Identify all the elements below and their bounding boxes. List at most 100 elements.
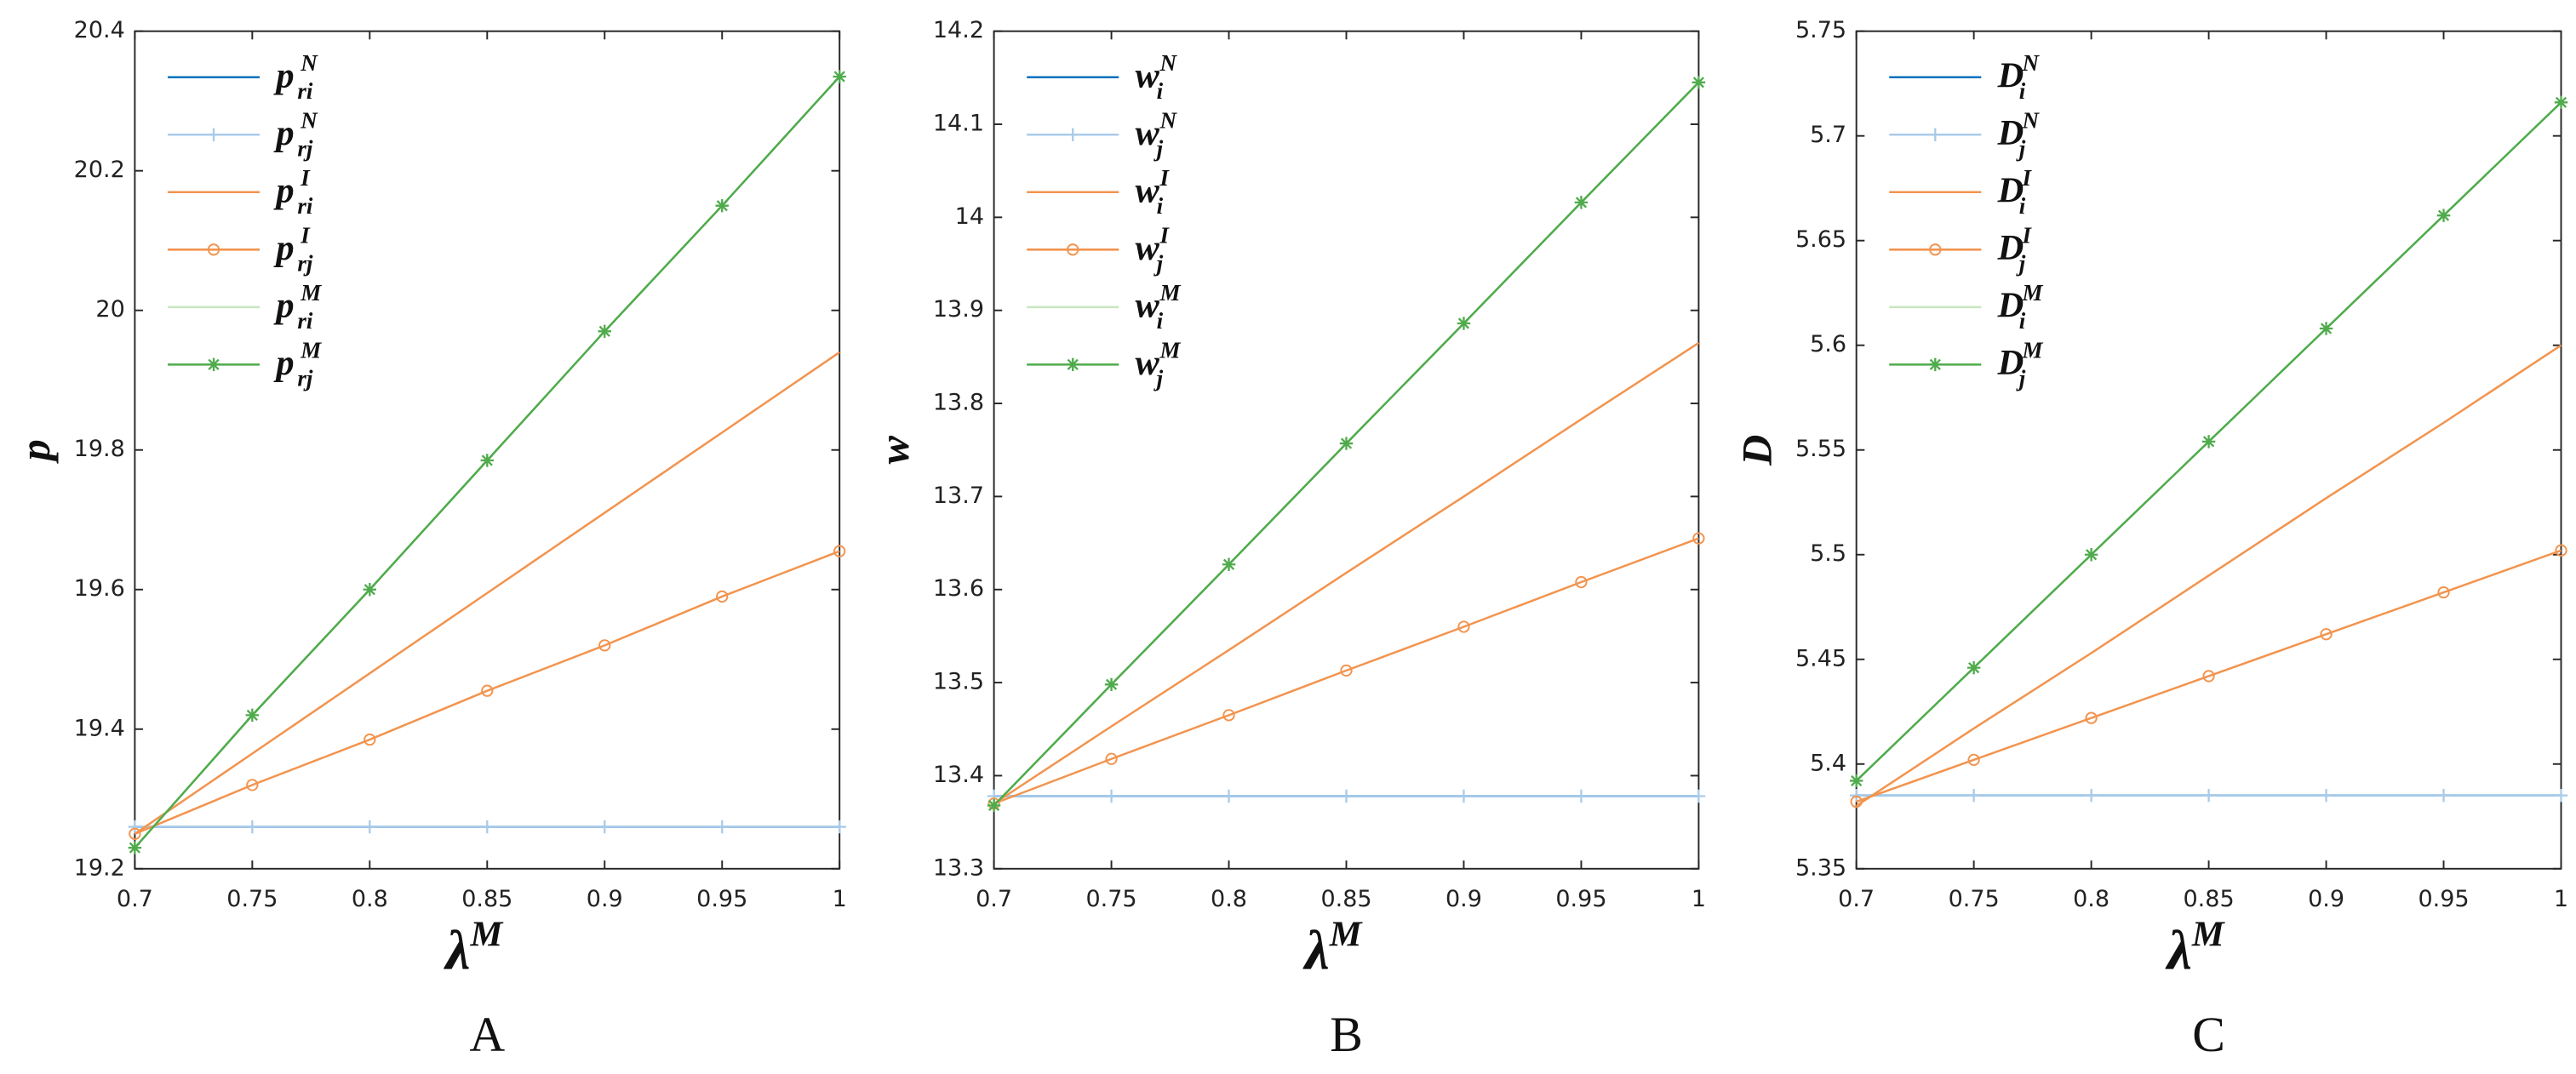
y-tick-label: 13.3 [933,854,984,881]
series [128,820,846,834]
marker [1692,789,1706,803]
x-axis-label-base: λ [2165,921,2192,982]
x-tick-label: 0.8 [352,886,388,912]
marker [2436,209,2451,222]
marker [1574,196,1589,209]
y-tick-label: 19.6 [74,575,125,602]
y-tick-label: 13.8 [933,390,984,416]
marker [1105,752,1118,765]
x-tick-label: 1 [833,886,847,912]
marker [2202,670,2215,683]
legend-sub: i [2019,193,2026,219]
y-tick-label: 14 [955,203,984,230]
plot-area [1855,30,2562,870]
legend-sub: j [1153,250,1164,276]
marker [598,820,611,834]
marker [245,820,260,834]
y-tick-label: 20 [95,296,124,323]
marker [833,70,846,83]
marker [2554,95,2568,110]
legend-sub: i [1157,308,1164,334]
marker [245,708,260,723]
marker [1967,753,1980,766]
x-tick-label: 0.9 [587,886,623,912]
y-tick-label: 5.65 [1795,226,1846,253]
x-axis-label-base: λ [443,921,470,982]
legend-sub: i [2019,308,2026,334]
legend-sup: M [1159,338,1181,363]
marker [1222,789,1236,803]
legend-name: D [1997,285,2024,325]
series-line [1856,549,2562,803]
legend-name: p [272,113,294,153]
legend-sup: N [1159,108,1177,134]
x-tick-label: 0.7 [976,886,1012,912]
marker [2436,788,2451,803]
marker [1066,357,1079,372]
x-tick-label: 0.8 [1211,886,1247,912]
marker [833,820,846,834]
y-tick-label: 19.4 [74,715,125,741]
y-axis-label: D [1732,435,1780,466]
y-tick-label: 13.9 [933,296,984,323]
legend-name: p [272,55,294,95]
legend-sup: I [1159,223,1170,249]
marker [481,684,494,697]
legend-sup: I [2022,223,2033,249]
legend-sup: M [300,280,322,306]
marker [2201,788,2216,803]
marker [598,639,611,652]
legend-sup: N [1159,50,1177,76]
x-tick-label: 1 [1692,886,1706,912]
marker [128,841,142,854]
x-axis-label: λM [2165,914,2225,981]
legend-sup: N [300,50,318,76]
series [1850,544,2567,808]
series [1855,344,2562,808]
legend-name: D [1997,55,2024,95]
marker [1067,243,1079,256]
x-axis-label: λM [443,914,503,981]
y-tick-label: 20.2 [74,157,125,183]
marker [2555,544,2567,557]
legend-sup: I [2022,165,2033,191]
marker [480,454,495,467]
marker [1966,788,1981,803]
legend-sup: I [1159,165,1170,191]
marker [1928,357,1943,372]
legend-sub: rj [297,250,313,276]
marker [1692,76,1706,89]
x-tick-label: 0.95 [696,886,747,912]
x-tick-label: 0.9 [2308,886,2344,912]
marker [2084,548,2098,562]
x-tick-label: 0.95 [1555,886,1606,912]
y-axis-label: p [11,439,59,464]
legend-sub: ri [297,308,313,334]
marker [1222,709,1235,722]
legend-name: w [1136,55,1160,95]
marker [1339,789,1354,803]
legend-name: D [1997,113,2024,153]
series-line [993,537,1699,805]
x-tick-label: 0.95 [2418,886,2469,912]
legend-name: D [1997,170,2024,210]
y-tick-label: 5.7 [1810,122,1846,148]
legend-sup: M [1159,280,1181,306]
x-tick-label: 0.75 [226,886,278,912]
marker [480,820,495,834]
y-tick-label: 5.6 [1810,331,1846,357]
legend-sup: N [2022,50,2041,76]
x-tick-label: 0.75 [1085,886,1136,912]
series-line [134,351,840,835]
marker [715,198,729,213]
series [1849,95,2568,788]
legend-name: D [1997,228,2024,268]
legend-name: p [272,343,294,383]
y-tick-label: 14.2 [933,17,984,43]
y-tick-label: 13.5 [933,669,984,695]
y-tick-label: 5.35 [1795,854,1846,881]
plot-area [134,30,841,870]
legend-sub: rj [297,135,313,161]
legend-sup: N [300,108,318,134]
legend-sup: M [2022,280,2044,306]
